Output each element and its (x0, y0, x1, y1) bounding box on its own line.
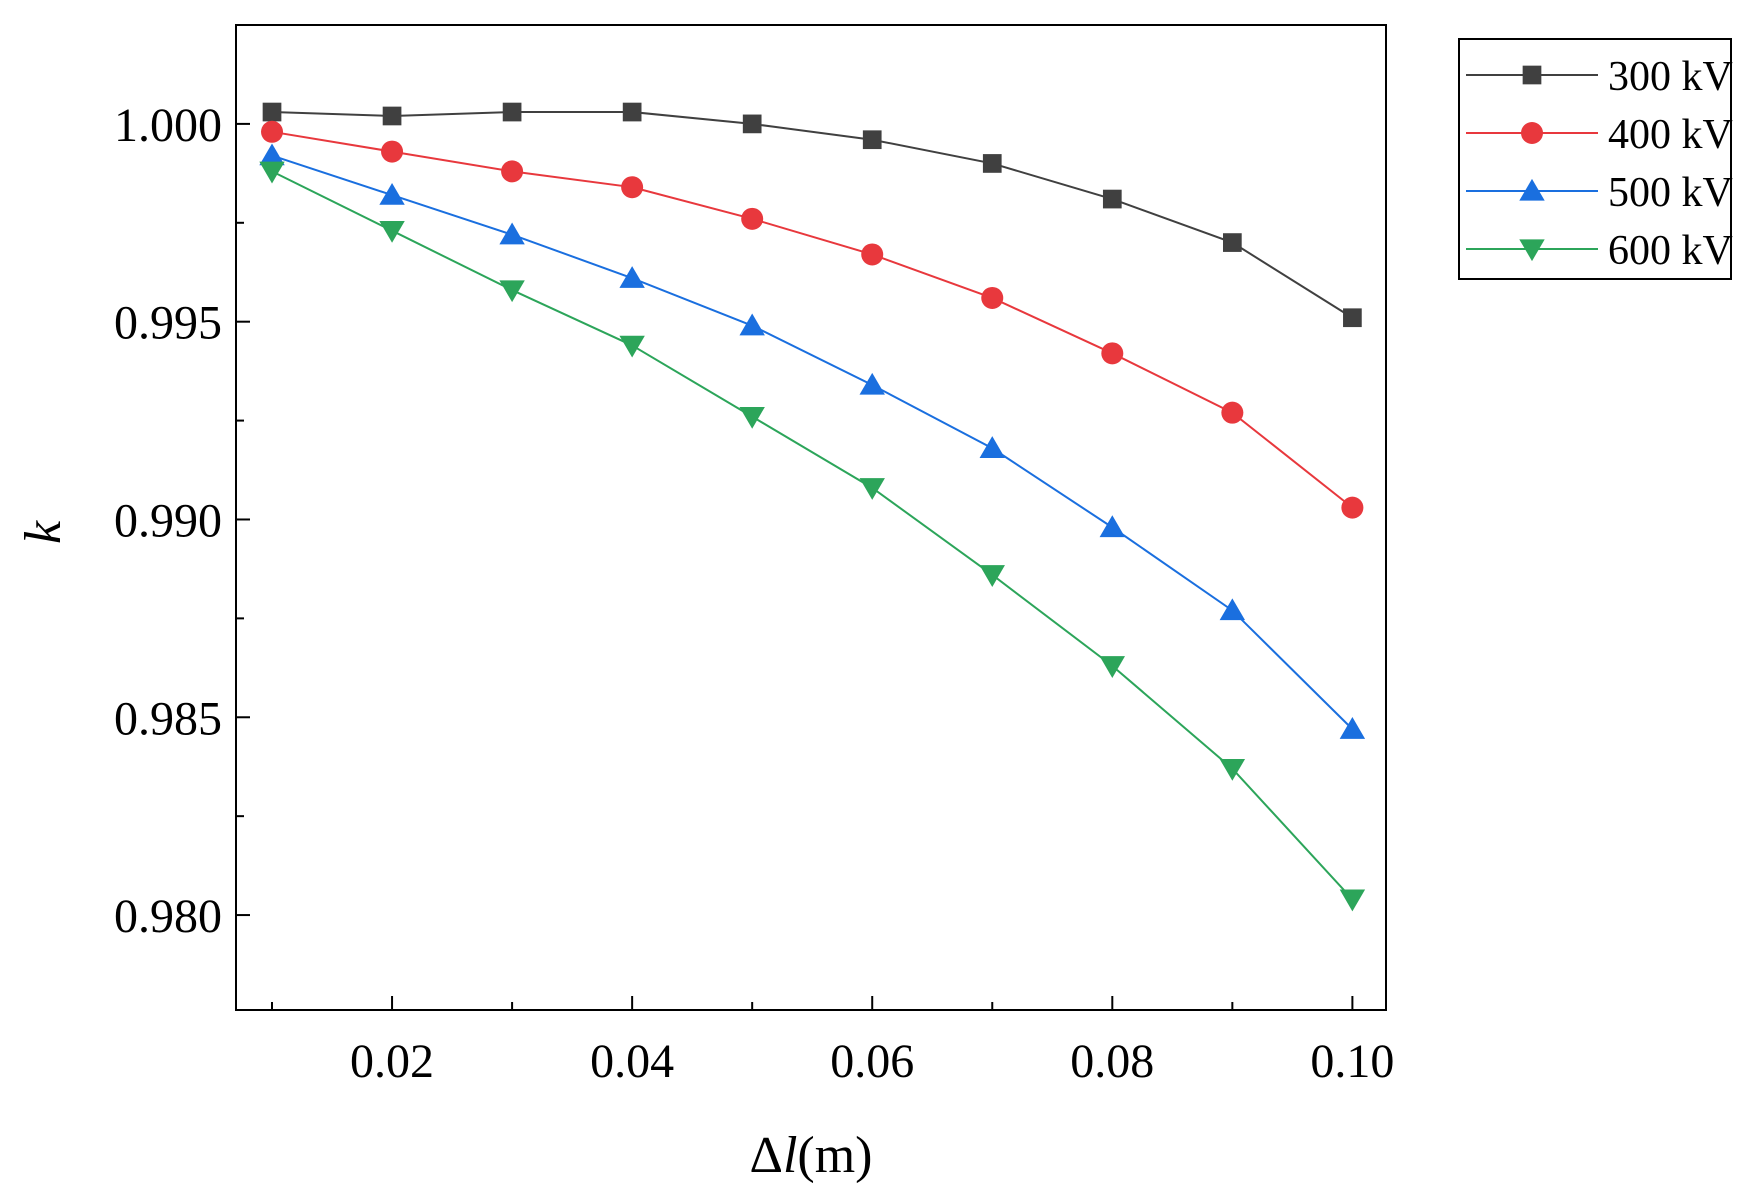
x-axis-title: Δl(m) (750, 1127, 873, 1184)
legend: 300 kV 400 kV 500 kV 600 kV (1458, 38, 1733, 280)
legend-label: 600 kV (1608, 228, 1733, 274)
data-point (261, 120, 284, 143)
data-point (1343, 308, 1362, 328)
series-line (271, 154, 1354, 730)
data-point (859, 478, 885, 500)
data-point (619, 266, 645, 288)
x-tick-label: 0.08 (1070, 1035, 1154, 1088)
x-axis-title-part: (m) (797, 1127, 872, 1184)
data-point (621, 176, 644, 199)
legend-marker (1522, 65, 1542, 85)
data-point (379, 183, 405, 205)
series-line (271, 111, 1353, 319)
legend-marker (1519, 239, 1545, 262)
data-point (859, 372, 885, 395)
data-point (379, 221, 405, 243)
data-point (1222, 233, 1242, 252)
x-tick-label: 0.02 (350, 1035, 434, 1088)
data-point (1102, 189, 1122, 209)
data-point (1101, 342, 1124, 365)
data-point (741, 207, 764, 230)
plot-frame (235, 24, 1387, 1011)
data-point (259, 143, 285, 166)
series-line (271, 130, 1354, 509)
series-300-kv (262, 102, 1362, 328)
y-tick-label: 0.985 (114, 692, 222, 745)
x-axis-title-part: l (783, 1127, 797, 1184)
series-600-kv (259, 161, 1366, 912)
y-tick-label: 0.980 (114, 890, 222, 943)
data-point (739, 313, 765, 336)
y-tick-label: 0.995 (114, 297, 222, 350)
data-point (1221, 401, 1244, 424)
x-tick-label: 0.10 (1310, 1035, 1394, 1088)
data-point (982, 154, 1002, 173)
data-point (622, 102, 642, 122)
data-point (1219, 759, 1246, 781)
data-point (862, 130, 882, 150)
data-point (502, 102, 522, 122)
data-point (1099, 656, 1126, 678)
series-layer (259, 102, 1366, 912)
legend-label: 500 kV (1608, 170, 1733, 216)
data-point (1339, 717, 1366, 739)
x-tick-label: 0.04 (590, 1035, 674, 1088)
x-axis-title-part: Δ (750, 1127, 783, 1184)
y-tick-label: 0.990 (114, 494, 222, 547)
data-point (499, 222, 525, 245)
data-point (981, 286, 1004, 309)
legend-box (1458, 38, 1732, 280)
series-400-kv (261, 120, 1364, 519)
data-point (861, 243, 884, 266)
data-point (979, 565, 1005, 587)
data-point (1219, 598, 1246, 621)
data-point (979, 436, 1005, 458)
data-point (259, 161, 285, 184)
minor-ticks (236, 221, 1234, 1010)
legend-marker (1519, 178, 1545, 201)
data-point (501, 160, 524, 183)
y-axis-title: k (15, 520, 72, 544)
legend-label: 400 kV (1608, 112, 1733, 158)
data-point (381, 140, 404, 163)
legend-marker (1521, 122, 1543, 144)
data-point (262, 102, 282, 122)
y-tick-label: 1.000 (114, 99, 222, 152)
data-point (742, 114, 762, 134)
data-point (739, 406, 765, 429)
data-point (619, 335, 645, 358)
data-point (1341, 496, 1364, 519)
tick-labels: 0.02 0.04 0.06 0.08 0.10 0.980 0.985 0.990 0.995… (114, 99, 1394, 1088)
series-line (271, 170, 1354, 900)
major-ticks (236, 122, 1354, 1010)
data-point (1339, 889, 1366, 912)
x-tick-label: 0.06 (830, 1035, 914, 1088)
data-point (382, 106, 402, 126)
data-point (1099, 515, 1126, 538)
data-point (499, 280, 525, 303)
series-500-kv (259, 143, 1366, 739)
legend-label: 300 kV (1608, 54, 1733, 100)
